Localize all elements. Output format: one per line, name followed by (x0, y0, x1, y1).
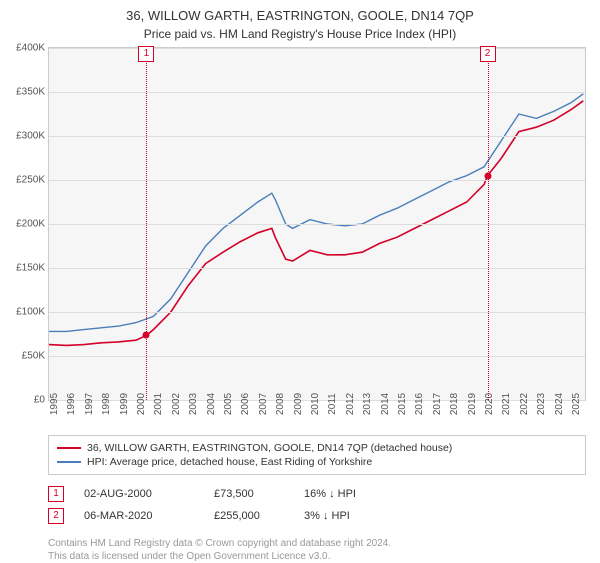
sale-annotations: 1 02-AUG-2000 £73,500 16% ↓ HPI 2 06-MAR-2020… (48, 483, 586, 527)
x-axis-label: 2010 (310, 393, 321, 415)
sale-row: 2 06-MAR-2020 £255,000 3% ↓ HPI (48, 505, 586, 527)
legend-box: 36, WILLOW GARTH, EASTRINGTON, GOOLE, DN… (48, 435, 586, 475)
x-axis-label: 1995 (49, 393, 60, 415)
x-axis-label: 1997 (84, 393, 95, 415)
sale-marker-dot (484, 172, 491, 179)
sale-marker-box: 2 (480, 46, 496, 62)
y-axis-label: £300K (16, 131, 45, 142)
x-axis-label: 2002 (171, 393, 182, 415)
x-axis-label: 2016 (414, 393, 425, 415)
y-axis-label: £400K (16, 43, 45, 54)
x-axis-label: 2017 (432, 393, 443, 415)
x-axis-label: 2006 (240, 393, 251, 415)
y-axis-label: £150K (16, 263, 45, 274)
footer-line-2: This data is licensed under the Open Gov… (48, 550, 586, 563)
gridline (49, 92, 585, 93)
x-axis-label: 2001 (153, 393, 164, 415)
legend-item: HPI: Average price, detached house, East… (57, 455, 577, 469)
gridline (49, 180, 585, 181)
y-axis-label: £50K (22, 351, 45, 362)
sale-delta: 3% ↓ HPI (304, 510, 350, 522)
series-line-hpi (49, 94, 583, 332)
x-axis-label: 2011 (327, 393, 338, 415)
sale-date: 06-MAR-2020 (84, 510, 194, 522)
sale-marker-line (146, 48, 147, 400)
x-axis-label: 2013 (362, 393, 373, 415)
x-axis-label: 2022 (519, 393, 530, 415)
sale-marker-line (488, 48, 489, 400)
gridline (49, 268, 585, 269)
x-axis-label: 2005 (223, 393, 234, 415)
y-axis-label: £250K (16, 175, 45, 186)
x-axis-label: 2015 (397, 393, 408, 415)
gridline (49, 312, 585, 313)
x-axis-label: 2019 (467, 393, 478, 415)
plot-area: £0£50K£100K£150K£200K£250K£300K£350K£400… (48, 47, 586, 401)
x-axis-label: 2018 (449, 393, 460, 415)
x-axis-label: 2003 (188, 393, 199, 415)
x-axis-label: 1996 (66, 393, 77, 415)
legend-label: 36, WILLOW GARTH, EASTRINGTON, GOOLE, DN… (87, 442, 452, 454)
x-axis-label: 2021 (501, 393, 512, 415)
x-axis-label: 2025 (571, 393, 582, 415)
x-axis-label: 2020 (484, 393, 495, 415)
chart-subtitle: Price paid vs. HM Land Registry's House … (0, 23, 600, 47)
sale-row: 1 02-AUG-2000 £73,500 16% ↓ HPI (48, 483, 586, 505)
x-axis-label: 2007 (258, 393, 269, 415)
x-axis-label: 1998 (101, 393, 112, 415)
gridline (49, 356, 585, 357)
x-axis-label: 2009 (293, 393, 304, 415)
chart-container: 36, WILLOW GARTH, EASTRINGTON, GOOLE, DN… (0, 0, 600, 560)
y-axis-label: £100K (16, 307, 45, 318)
legend-label: HPI: Average price, detached house, East… (87, 456, 372, 468)
x-axis-label: 2000 (136, 393, 147, 415)
x-axis-label: 1999 (119, 393, 130, 415)
footer-attribution: Contains HM Land Registry data © Crown c… (48, 537, 586, 563)
gridline (49, 48, 585, 49)
sale-date: 02-AUG-2000 (84, 488, 194, 500)
footer-line-1: Contains HM Land Registry data © Crown c… (48, 537, 586, 550)
sale-delta: 16% ↓ HPI (304, 488, 356, 500)
chart-title: 36, WILLOW GARTH, EASTRINGTON, GOOLE, DN… (0, 0, 600, 23)
legend-item: 36, WILLOW GARTH, EASTRINGTON, GOOLE, DN… (57, 441, 577, 455)
y-axis-label: £350K (16, 87, 45, 98)
x-axis-label: 2014 (380, 393, 391, 415)
sale-price: £255,000 (214, 510, 284, 522)
legend-swatch (57, 447, 81, 449)
gridline (49, 136, 585, 137)
gridline (49, 224, 585, 225)
sale-price: £73,500 (214, 488, 284, 500)
sale-marker-box: 1 (138, 46, 154, 62)
y-axis-label: £0 (34, 395, 45, 406)
sale-marker-dot (143, 332, 150, 339)
legend-swatch (57, 461, 81, 463)
x-axis-label: 2008 (275, 393, 286, 415)
x-axis-label: 2023 (536, 393, 547, 415)
sale-row-marker: 1 (48, 486, 64, 502)
y-axis-label: £200K (16, 219, 45, 230)
x-axis-label: 2012 (345, 393, 356, 415)
x-axis-label: 2004 (206, 393, 217, 415)
x-axis-label: 2024 (554, 393, 565, 415)
sale-row-marker: 2 (48, 508, 64, 524)
